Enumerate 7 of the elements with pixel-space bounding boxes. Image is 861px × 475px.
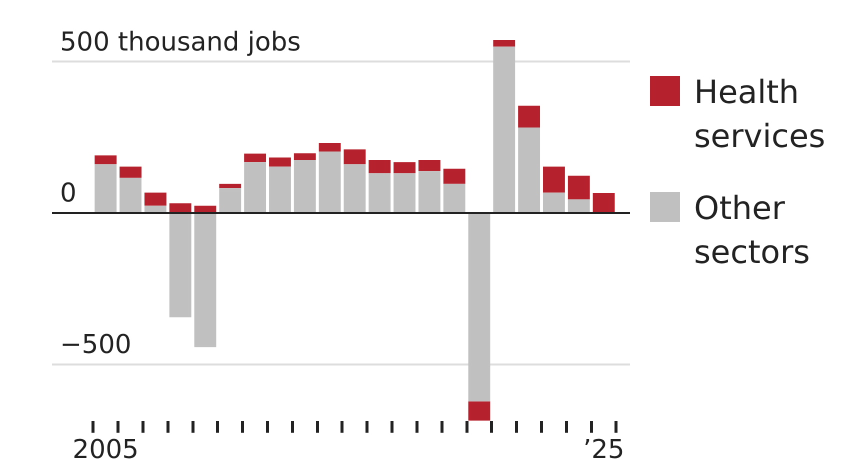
y-tick-label: −500: [60, 330, 132, 360]
y-tick-label: 0: [60, 178, 77, 209]
legend-label: Health services: [694, 72, 826, 157]
x-tick-label: 2005: [72, 435, 139, 466]
y-tick-label: 500 thousand jobs: [60, 27, 301, 58]
legend-label: Other sectors: [694, 188, 811, 273]
x-tick-label: ’25: [583, 435, 624, 466]
